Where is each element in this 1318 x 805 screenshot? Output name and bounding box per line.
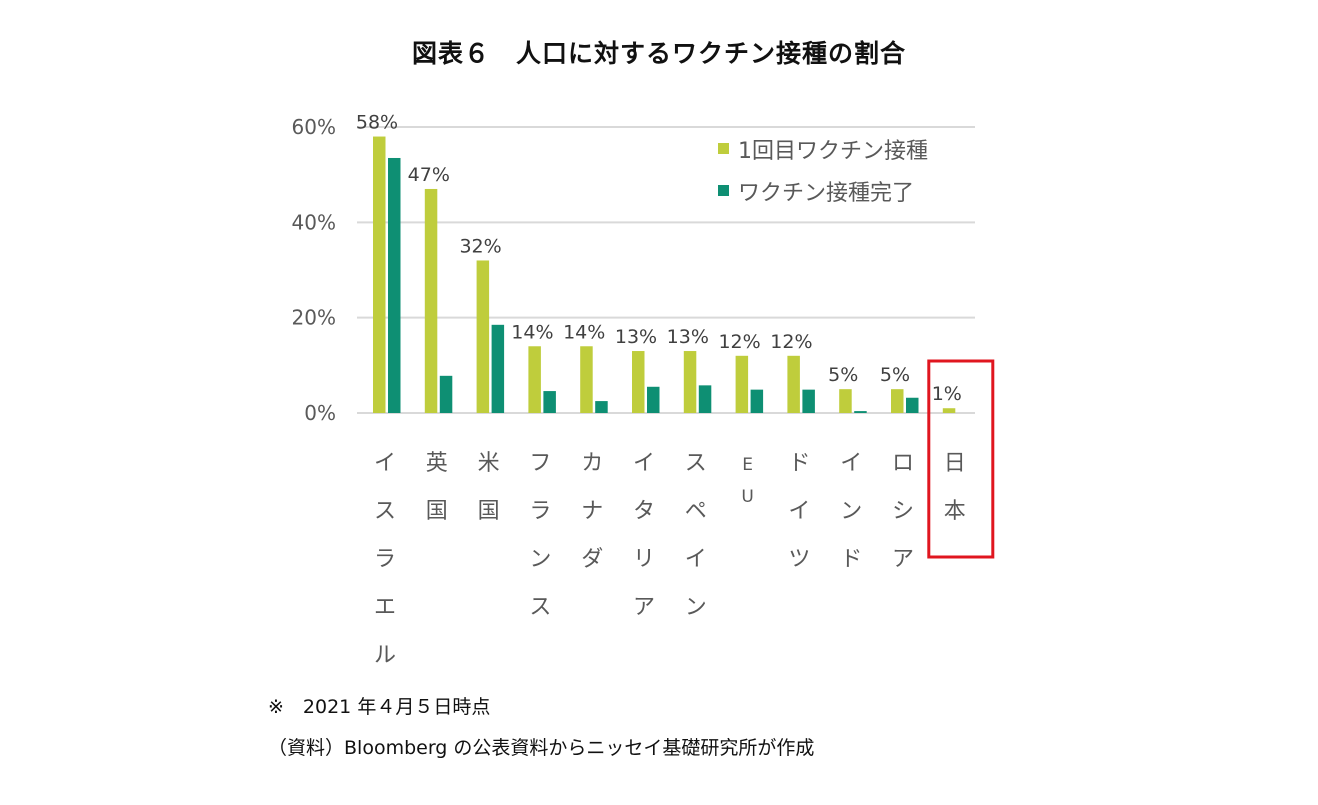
bar-fully-vaccinated: [491, 324, 505, 413]
bar-fully-vaccinated: [802, 389, 815, 413]
bar-first-dose: [683, 351, 697, 413]
data-label: 14%: [511, 321, 553, 343]
data-label: 47%: [408, 164, 450, 186]
bar-first-dose: [787, 355, 800, 413]
bar-first-dose: [580, 346, 593, 413]
bars: [373, 136, 956, 414]
legend-swatch: [718, 143, 729, 154]
bar-fully-vaccinated: [647, 386, 660, 413]
bar-first-dose: [476, 260, 490, 413]
data-label: 5%: [880, 364, 910, 386]
y-tick-label: 20%: [292, 306, 336, 330]
category-label: イタリア: [633, 451, 655, 620]
data-label: 58%: [356, 112, 398, 134]
data-label: 12%: [718, 331, 760, 353]
bar-first-dose: [839, 389, 852, 413]
bar-first-dose: [891, 389, 904, 413]
category-label: 米国: [478, 451, 500, 524]
data-label: 1%: [932, 383, 962, 405]
category-label: スペイン: [685, 451, 707, 620]
highlight-box: [927, 359, 995, 559]
bar-first-dose: [424, 188, 438, 413]
bar-fully-vaccinated: [543, 391, 556, 413]
y-tick-label: 60%: [292, 115, 336, 139]
chart-title: 図表６ 人口に対するワクチン接種の割合: [411, 39, 906, 68]
data-label: 13%: [667, 326, 709, 348]
data-label: 13%: [615, 326, 657, 348]
bar-first-dose: [735, 355, 749, 413]
bar-fully-vaccinated: [595, 401, 608, 413]
data-label: 14%: [563, 321, 605, 343]
bar-fully-vaccinated: [698, 385, 712, 413]
category-label: イスラエル: [374, 451, 396, 668]
bar-first-dose: [942, 408, 956, 413]
y-tick-labels: 0% 20% 40% 60%: [292, 115, 336, 425]
bar-first-dose: [528, 346, 541, 413]
category-label: フランス: [529, 451, 551, 620]
legend-label: 1回目ワクチン接種: [738, 139, 928, 164]
category-label: 日本: [944, 451, 966, 524]
bar-fully-vaccinated: [906, 397, 919, 413]
footnote: ※ 2021 年４月５日時点: [268, 696, 491, 718]
category-label: カナダ: [581, 451, 603, 572]
y-tick-label: 0%: [304, 401, 336, 425]
category-label: インド: [840, 451, 862, 572]
bar-first-dose: [373, 136, 386, 414]
source-note: （資料）Bloomberg の公表資料からニッセイ基礎研究所が作成: [268, 737, 815, 759]
category-label: ドイツ: [788, 451, 810, 572]
data-labels: 58% 47% 32% 14% 14% 13% 13% 12% 12% 5% 5% 1%: [356, 112, 962, 406]
bar-fully-vaccinated: [854, 411, 867, 413]
data-label: 12%: [770, 331, 812, 353]
data-label: 32%: [459, 235, 501, 257]
bar-fully-vaccinated: [439, 375, 453, 413]
bar-fully-vaccinated: [388, 157, 401, 413]
bar-fully-vaccinated: [750, 389, 764, 413]
highlight: [927, 359, 995, 559]
data-label: 5%: [828, 364, 858, 386]
legend-label: ワクチン接種完了: [738, 181, 914, 206]
legend-swatch: [718, 185, 729, 196]
gridlines: [357, 126, 975, 414]
bar-first-dose: [632, 351, 645, 413]
category-label: ロシア: [892, 451, 914, 572]
y-tick-label: 40%: [292, 210, 336, 234]
category-label: 英国: [426, 451, 448, 524]
bar-chart: 0%20%40%60% 58%47%32%14% 14% 13% 13% 12% 12%5…: [292, 112, 995, 668]
